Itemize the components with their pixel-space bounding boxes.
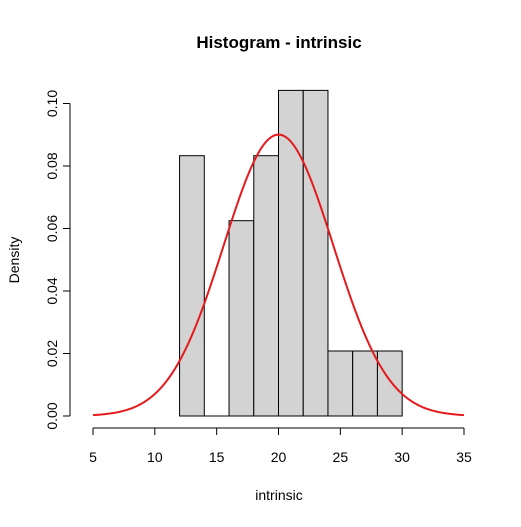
- histogram-bar: [302, 89, 329, 417]
- y-axis: 0.00 0.02 0.04 0.06 0.08 0.10: [44, 90, 71, 430]
- bars-group: [179, 89, 403, 417]
- x-axis-label: intrinsic: [255, 487, 302, 503]
- x-tick-label: 20: [271, 449, 287, 465]
- x-tick-label: 10: [147, 449, 163, 465]
- chart-title: Histogram - intrinsic: [196, 33, 361, 52]
- density-curve: [92, 133, 465, 417]
- histogram-bar: [376, 350, 403, 417]
- x-tick-label: 35: [456, 449, 472, 465]
- y-tick-label: 0.10: [44, 90, 60, 117]
- y-tick-label: 0.00: [44, 402, 60, 429]
- y-tick-label: 0.04: [44, 277, 60, 304]
- histogram-bar: [253, 155, 279, 417]
- histogram-bar: [278, 89, 304, 417]
- histogram-bar: [228, 220, 255, 417]
- x-tick-label: 15: [209, 449, 225, 465]
- y-tick-label: 0.02: [44, 340, 60, 367]
- y-tick-label: 0.06: [44, 215, 60, 242]
- x-axis: 5 10 15 20 25 30 35: [89, 427, 472, 465]
- x-tick-label: 5: [89, 449, 97, 465]
- y-axis-label: Density: [6, 237, 22, 284]
- x-tick-label: 30: [394, 449, 410, 465]
- y-tick-label: 0.08: [44, 152, 60, 179]
- histogram-bar: [179, 155, 205, 417]
- histogram-bar: [352, 350, 378, 417]
- x-tick-label: 25: [333, 449, 349, 465]
- histogram-bar: [327, 350, 354, 417]
